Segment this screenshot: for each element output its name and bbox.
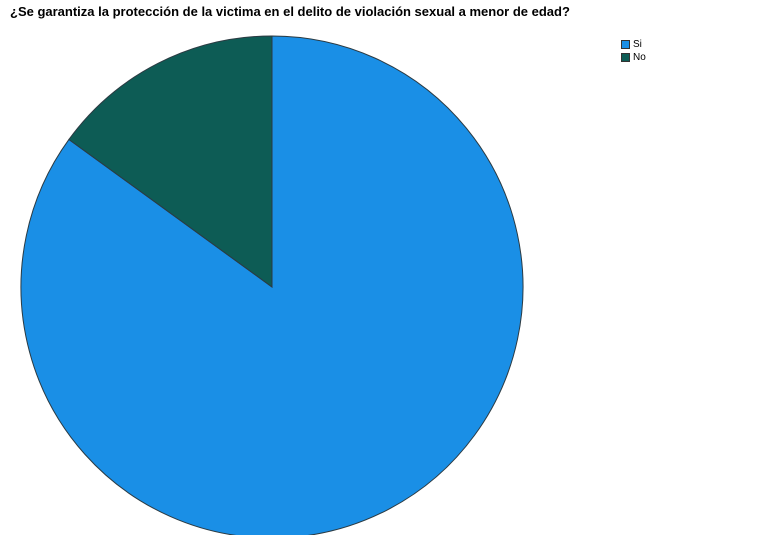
pie-slices: [20, 35, 524, 535]
legend-label-si: Si: [633, 39, 642, 50]
legend-label-no: No: [633, 52, 646, 63]
legend-item-si: Si: [621, 38, 646, 51]
pie-slice-no: [68, 35, 273, 288]
legend-swatch-no: [621, 53, 630, 62]
legend-item-no: No: [621, 51, 646, 64]
chart-title: ¿Se garantiza la protección de la victim…: [10, 4, 570, 19]
chart-legend: Si No: [621, 38, 646, 64]
legend-swatch-si: [621, 40, 630, 49]
